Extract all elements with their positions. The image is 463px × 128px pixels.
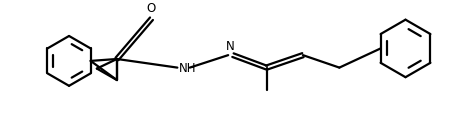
Text: N: N <box>225 40 234 53</box>
Text: O: O <box>146 2 156 15</box>
Text: NH: NH <box>179 62 196 75</box>
